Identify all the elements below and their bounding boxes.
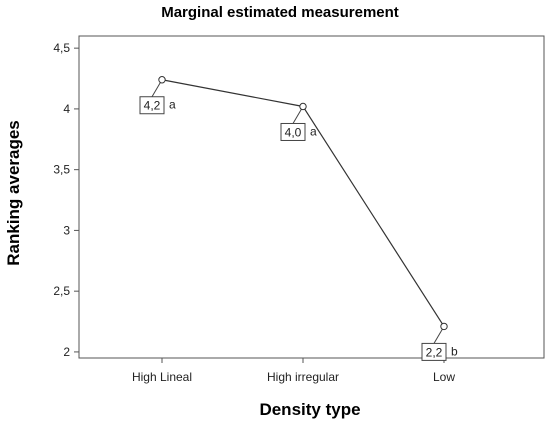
y-tick-label: 4,5 bbox=[53, 41, 70, 55]
y-axis: 2 2,5 3 3,5 4 4,5 bbox=[53, 41, 79, 359]
y-tick-label: 2 bbox=[63, 345, 70, 359]
y-tick-label: 4 bbox=[63, 102, 70, 116]
data-label: 2,2 bbox=[426, 345, 443, 359]
x-tick-label: High Lineal bbox=[132, 370, 192, 384]
y-tick-label: 3 bbox=[63, 223, 70, 237]
series-line bbox=[161, 79, 445, 327]
x-tick-label: Low bbox=[433, 370, 455, 384]
plot-frame bbox=[78, 35, 545, 359]
y-tick-label: 2,5 bbox=[53, 284, 70, 298]
data-label: 4,2 bbox=[144, 99, 161, 113]
data-point-marker bbox=[299, 102, 307, 111]
data-point-marker bbox=[158, 76, 166, 84]
x-axis-title: Density type bbox=[259, 400, 360, 419]
data-label-box bbox=[421, 342, 447, 361]
data-point-marker bbox=[440, 322, 448, 331]
series-line-group: 4,2 a 4,0 a 2,2 b bbox=[139, 76, 458, 361]
data-label-box bbox=[280, 122, 306, 141]
data-label: 4,0 bbox=[285, 125, 302, 139]
group-letter: b bbox=[451, 344, 458, 358]
group-letter: a bbox=[310, 124, 317, 138]
y-tick-label: 3,5 bbox=[53, 163, 70, 177]
group-letter: a bbox=[169, 98, 176, 112]
x-tick-label: High irregular bbox=[267, 370, 339, 384]
chart-title: Marginal estimated measurement bbox=[161, 4, 399, 21]
data-label-box bbox=[139, 96, 165, 115]
y-axis-title: Ranking averages bbox=[4, 120, 23, 266]
x-axis: High Lineal High irregular Low bbox=[132, 358, 455, 384]
